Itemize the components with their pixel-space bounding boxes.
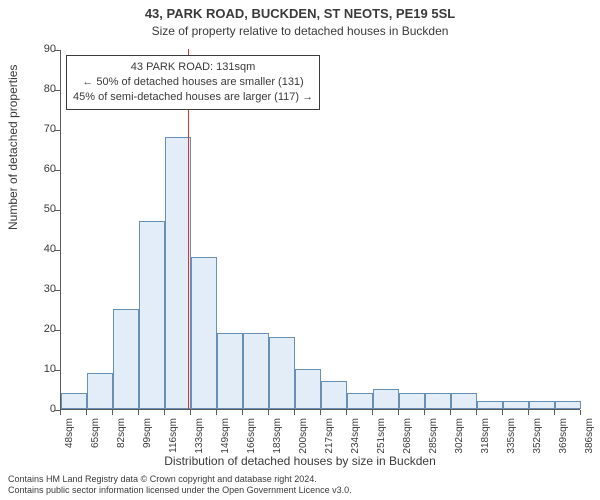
y-tick-mark: [55, 330, 60, 331]
info-line-3: 45% of semi-detached houses are larger (…: [73, 90, 313, 105]
x-tick-mark: [164, 410, 165, 415]
histogram-bar: [61, 393, 87, 409]
marker-info-box: 43 PARK ROAD: 131sqm ← 50% of detached h…: [66, 55, 320, 110]
chart-title-main: 43, PARK ROAD, BUCKDEN, ST NEOTS, PE19 5…: [0, 6, 600, 21]
histogram-bar: [477, 401, 503, 409]
x-tick-label: 234sqm: [350, 418, 361, 462]
x-tick-mark: [528, 410, 529, 415]
y-tick-label: 10: [16, 363, 56, 375]
x-tick-label: 200sqm: [298, 418, 309, 462]
y-tick-label: 80: [16, 83, 56, 95]
x-tick-label: 369sqm: [558, 418, 569, 462]
x-tick-label: 82sqm: [116, 418, 127, 462]
y-tick-mark: [55, 370, 60, 371]
x-tick-mark: [476, 410, 477, 415]
x-tick-mark: [424, 410, 425, 415]
y-tick-label: 70: [16, 123, 56, 135]
histogram-bar: [217, 333, 243, 409]
x-tick-label: 65sqm: [90, 418, 101, 462]
x-tick-label: 99sqm: [142, 418, 153, 462]
histogram-bar: [87, 373, 113, 409]
y-tick-label: 0: [16, 403, 56, 415]
x-tick-mark: [554, 410, 555, 415]
x-tick-label: 116sqm: [168, 418, 179, 462]
x-tick-mark: [372, 410, 373, 415]
y-tick-mark: [55, 50, 60, 51]
x-tick-mark: [138, 410, 139, 415]
footer-line-2: Contains public sector information licen…: [8, 485, 352, 496]
histogram-bar: [321, 381, 347, 409]
x-tick-mark: [268, 410, 269, 415]
y-tick-label: 90: [16, 43, 56, 55]
x-tick-mark: [398, 410, 399, 415]
x-tick-mark: [450, 410, 451, 415]
x-tick-mark: [60, 410, 61, 415]
x-tick-mark: [242, 410, 243, 415]
y-tick-label: 60: [16, 163, 56, 175]
footer-attribution: Contains HM Land Registry data © Crown c…: [8, 474, 352, 496]
x-tick-mark: [190, 410, 191, 415]
x-tick-label: 386sqm: [584, 418, 595, 462]
histogram-bar: [347, 393, 373, 409]
info-line-2: ← 50% of detached houses are smaller (13…: [73, 75, 313, 90]
histogram-bar: [113, 309, 139, 409]
x-tick-label: 268sqm: [402, 418, 413, 462]
histogram-bar: [373, 389, 399, 409]
histogram-bar: [503, 401, 529, 409]
y-tick-mark: [55, 210, 60, 211]
histogram-bar: [139, 221, 165, 409]
x-tick-label: 302sqm: [454, 418, 465, 462]
x-tick-mark: [294, 410, 295, 415]
x-tick-label: 251sqm: [376, 418, 387, 462]
y-tick-mark: [55, 90, 60, 91]
x-tick-label: 352sqm: [532, 418, 543, 462]
x-tick-label: 48sqm: [64, 418, 75, 462]
histogram-bar: [243, 333, 269, 409]
y-tick-label: 40: [16, 243, 56, 255]
x-tick-mark: [86, 410, 87, 415]
x-tick-label: 217sqm: [324, 418, 335, 462]
x-tick-label: 285sqm: [428, 418, 439, 462]
y-tick-mark: [55, 170, 60, 171]
histogram-bar: [191, 257, 217, 409]
x-tick-label: 335sqm: [506, 418, 517, 462]
histogram-bar: [295, 369, 321, 409]
histogram-bar: [425, 393, 451, 409]
x-tick-mark: [112, 410, 113, 415]
x-tick-mark: [580, 410, 581, 415]
y-tick-label: 20: [16, 323, 56, 335]
x-tick-label: 133sqm: [194, 418, 205, 462]
info-line-1: 43 PARK ROAD: 131sqm: [73, 60, 313, 75]
x-tick-label: 318sqm: [480, 418, 491, 462]
y-tick-label: 30: [16, 283, 56, 295]
y-tick-mark: [55, 290, 60, 291]
x-tick-mark: [502, 410, 503, 415]
y-tick-mark: [55, 250, 60, 251]
x-tick-label: 183sqm: [272, 418, 283, 462]
x-tick-label: 149sqm: [220, 418, 231, 462]
x-tick-mark: [346, 410, 347, 415]
y-tick-label: 50: [16, 203, 56, 215]
x-tick-mark: [216, 410, 217, 415]
y-tick-mark: [55, 130, 60, 131]
footer-line-1: Contains HM Land Registry data © Crown c…: [8, 474, 352, 485]
histogram-bar: [269, 337, 295, 409]
histogram-bar: [399, 393, 425, 409]
x-tick-label: 166sqm: [246, 418, 257, 462]
chart-title-sub: Size of property relative to detached ho…: [0, 24, 600, 38]
histogram-bar: [451, 393, 477, 409]
x-tick-mark: [320, 410, 321, 415]
histogram-bar: [529, 401, 555, 409]
histogram-bar: [555, 401, 581, 409]
